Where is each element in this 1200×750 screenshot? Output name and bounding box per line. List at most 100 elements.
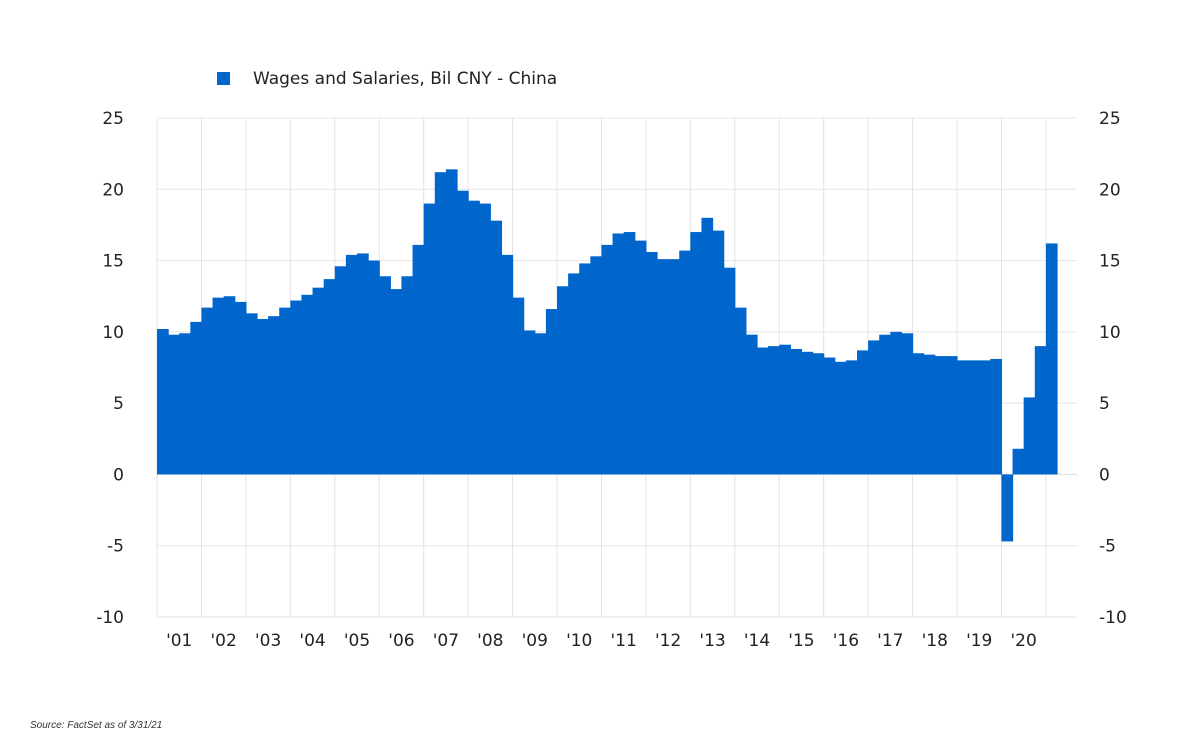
y-tick-label-left: 10 <box>102 323 124 343</box>
data-bar <box>1012 448 1025 475</box>
y-axis-left: 25 20 15 10 5 0 -5 -10 <box>96 109 124 628</box>
x-tick-label: '17 <box>877 631 903 651</box>
data-bar <box>579 263 591 475</box>
x-tick-label: '20 <box>1011 631 1037 651</box>
x-tick-label: '03 <box>255 631 281 651</box>
y-tick-label-right: 0 <box>1099 465 1110 485</box>
data-bar <box>712 230 725 475</box>
source-note: Source: FactSet as of 3/31/21 <box>30 720 163 731</box>
data-bar <box>257 319 269 475</box>
y-tick-label-right: 15 <box>1099 252 1121 272</box>
data-bar <box>745 334 758 475</box>
data-bar <box>879 334 891 475</box>
data-bar <box>890 331 903 475</box>
data-bar <box>901 333 914 475</box>
x-tick-label: '08 <box>477 631 503 651</box>
y-tick-label-right: -5 <box>1099 537 1116 557</box>
data-bar <box>201 307 214 475</box>
data-bar <box>179 333 191 475</box>
y-axis-right: 25 20 15 10 5 0 -5 -10 <box>1099 109 1127 628</box>
data-bar <box>957 360 969 475</box>
data-bar <box>434 172 447 475</box>
data-bar <box>679 250 691 475</box>
data-bar <box>212 297 225 475</box>
data-bar <box>768 346 780 475</box>
data-bar <box>545 309 558 475</box>
data-bar <box>457 190 469 475</box>
data-bar <box>801 351 814 475</box>
data-bar <box>657 259 669 475</box>
data-bar <box>845 360 858 475</box>
x-tick-label: '09 <box>522 631 548 651</box>
data-bar <box>601 244 614 475</box>
x-tick-label: '19 <box>966 631 992 651</box>
data-bar <box>268 316 280 475</box>
data-bar <box>790 348 803 475</box>
x-tick-label: '01 <box>166 631 192 651</box>
data-bar <box>912 353 925 475</box>
data-bar <box>368 260 380 475</box>
data-bar <box>734 307 747 475</box>
data-bar <box>334 266 347 475</box>
x-tick-label: '05 <box>344 631 370 651</box>
data-bar <box>445 169 458 475</box>
data-bar <box>534 333 547 475</box>
y-tick-label-right: 25 <box>1099 109 1121 129</box>
series-area <box>157 169 1058 542</box>
data-bar <box>934 356 947 475</box>
data-bar <box>634 240 647 475</box>
data-bar <box>979 360 991 475</box>
y-tick-label-left: 25 <box>102 109 124 129</box>
data-bar <box>423 203 436 475</box>
data-bar <box>823 357 836 475</box>
x-tick-label: '14 <box>744 631 770 651</box>
data-bar <box>1034 346 1047 475</box>
data-bar <box>301 294 314 475</box>
data-bar <box>290 300 303 475</box>
data-bar <box>945 356 958 475</box>
data-bar <box>323 279 336 475</box>
y-tick-label-right: 20 <box>1099 180 1121 200</box>
x-axis: '01 '02 '03 '04 '05 '06 '07 '08 '09 '10 '11 '12 '13 '… <box>166 631 1037 651</box>
data-bar <box>568 273 580 475</box>
data-bar <box>1045 243 1058 475</box>
data-bar <box>357 253 369 475</box>
x-tick-label: '07 <box>433 631 459 651</box>
data-bar <box>157 329 169 475</box>
x-tick-label: '04 <box>299 631 325 651</box>
x-tick-label: '10 <box>566 631 592 651</box>
data-bar <box>857 350 869 475</box>
data-bar <box>612 233 625 475</box>
data-bar <box>645 252 658 475</box>
data-bar <box>779 344 791 475</box>
data-bar <box>490 220 503 475</box>
y-tick-label-left: 5 <box>113 394 124 414</box>
y-tick-label-left: 15 <box>102 252 124 272</box>
data-bar <box>190 321 203 475</box>
data-bar <box>168 334 180 475</box>
data-bar <box>868 340 880 475</box>
x-tick-label: '02 <box>211 631 237 651</box>
y-tick-label-right: 5 <box>1099 394 1110 414</box>
data-bar <box>523 330 536 475</box>
data-bar <box>723 267 736 475</box>
data-bar <box>379 276 391 475</box>
x-tick-label: '16 <box>833 631 859 651</box>
data-bar <box>468 200 480 475</box>
legend: Wages and Salaries, Bil CNY - China <box>217 69 557 89</box>
data-bar <box>701 217 714 475</box>
data-bar <box>1001 474 1014 542</box>
x-tick-label: '12 <box>655 631 681 651</box>
x-tick-label: '18 <box>922 631 948 651</box>
legend-label: Wages and Salaries, Bil CNY - China <box>253 69 557 89</box>
data-bar <box>345 254 358 475</box>
data-bar <box>501 254 514 475</box>
data-bar <box>623 232 636 475</box>
y-tick-label-left: -10 <box>96 608 124 628</box>
data-bar <box>223 296 236 475</box>
data-bar <box>1023 397 1036 475</box>
data-bar <box>923 354 936 475</box>
data-bar <box>479 203 491 475</box>
data-bar <box>834 361 847 475</box>
